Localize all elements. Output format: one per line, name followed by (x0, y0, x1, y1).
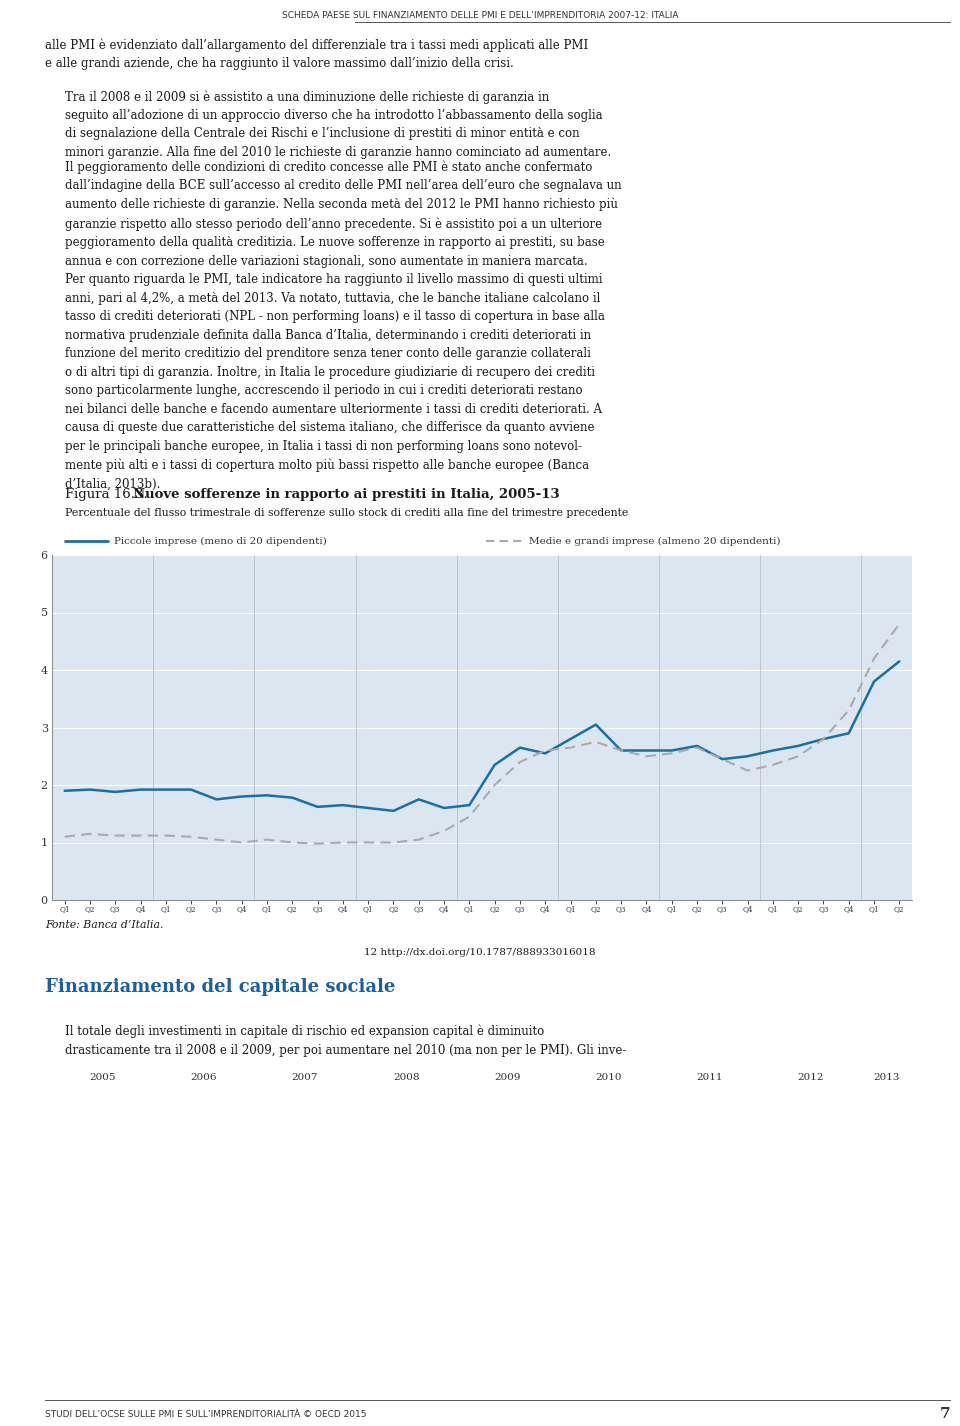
Text: 2013: 2013 (874, 1072, 900, 1081)
Text: Il totale degli investimenti in capitale di rischio ed expansion capital è dimin: Il totale degli investimenti in capitale… (65, 1025, 626, 1057)
Text: Piccole imprese (meno di 20 dipendenti): Piccole imprese (meno di 20 dipendenti) (114, 536, 326, 546)
Text: alle PMI è evidenziato dall’allargamento del differenziale tra i tassi medi appl: alle PMI è evidenziato dall’allargamento… (45, 39, 588, 70)
Text: Figura 16.3.: Figura 16.3. (65, 488, 152, 501)
Text: 7: 7 (940, 1407, 950, 1420)
Text: 2010: 2010 (595, 1072, 622, 1081)
Text: Il peggioramento delle condizioni di credito concesse alle PMI è stato anche con: Il peggioramento delle condizioni di cre… (65, 160, 622, 491)
Text: 2006: 2006 (190, 1072, 217, 1081)
Text: Nuove sofferenze in rapporto ai prestiti in Italia, 2005-13: Nuove sofferenze in rapporto ai prestiti… (133, 488, 560, 501)
Text: 2012: 2012 (798, 1072, 824, 1081)
Text: 2011: 2011 (696, 1072, 723, 1081)
Text: Percentuale del flusso trimestrale di sofferenze sullo stock di crediti alla fin: Percentuale del flusso trimestrale di so… (65, 508, 628, 518)
Text: 2008: 2008 (393, 1072, 420, 1081)
Text: 2009: 2009 (494, 1072, 520, 1081)
Text: 12 http://dx.doi.org/10.1787/888933016018: 12 http://dx.doi.org/10.1787/88893301601… (364, 948, 596, 957)
Text: 2005: 2005 (89, 1072, 116, 1081)
Text: Fonte: Banca d’Italia.: Fonte: Banca d’Italia. (45, 920, 163, 930)
Text: SCHEDA PAESE SUL FINANZIAMENTO DELLE PMI E DELL’IMPRENDITORIA 2007-12: ITALIA: SCHEDA PAESE SUL FINANZIAMENTO DELLE PMI… (281, 11, 679, 20)
Text: Medie e grandi imprese (almeno 20 dipendenti): Medie e grandi imprese (almeno 20 dipend… (529, 536, 780, 546)
Text: 2007: 2007 (292, 1072, 318, 1081)
Text: Finanziamento del capitale sociale: Finanziamento del capitale sociale (45, 978, 396, 995)
Text: Tra il 2008 e il 2009 si è assistito a una diminuzione delle richieste di garanz: Tra il 2008 e il 2009 si è assistito a u… (65, 90, 612, 160)
Text: STUDI DELL’OCSE SULLE PMI E SULL’IMPRENDITORIALITÀ © OECD 2015: STUDI DELL’OCSE SULLE PMI E SULL’IMPREND… (45, 1410, 367, 1419)
